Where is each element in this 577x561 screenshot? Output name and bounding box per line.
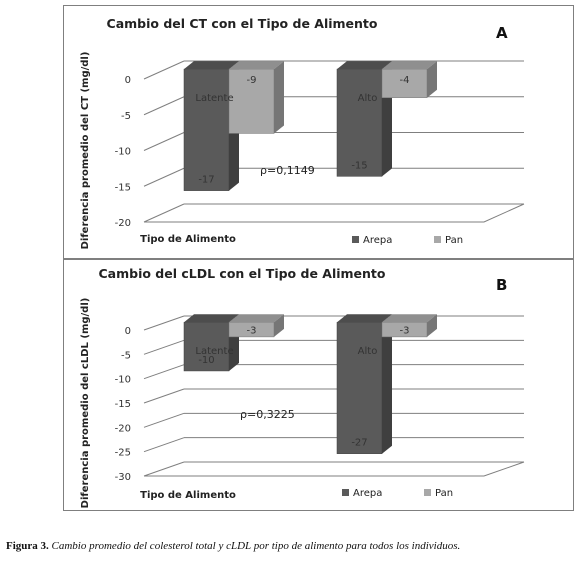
caption-label: Figura 3. [6, 540, 49, 552]
bar-value-label-b-pan-0: -3 [247, 326, 257, 337]
grid-diagonal-b-6 [143, 461, 185, 477]
chart-title-a: Cambio del CT con el Tipo de Alimento [107, 16, 378, 31]
bar-value-label-b-arepa-1: -27 [351, 438, 367, 449]
y-axis-title-b: Diferencia promedio del cLDL (mg/dl) [80, 298, 91, 509]
category-label-b-1: Alto [358, 346, 378, 357]
bar-value-label-b-arepa-0: -10 [198, 355, 214, 366]
chart-panel-b: Cambio del cLDL con el Tipo de Alimento B… [63, 259, 574, 511]
category-label-a-1: Alto [358, 93, 378, 104]
panel-letter-a: A [496, 24, 508, 42]
bar-top-a-arepa-0 [184, 61, 239, 70]
y-tick-label-a-4: -20 [115, 218, 131, 229]
caption-text: Cambio promedio del colesterol total y c… [51, 540, 461, 552]
grid-diagonal-b-3 [143, 388, 185, 404]
floor-edge-a [144, 203, 525, 223]
chart-panel-a: Cambio del CT con el Tipo de Alimento A 0 -… [63, 5, 574, 259]
bar-b-arepa-0 [183, 322, 230, 372]
y-tick-label-b-3: -15 [115, 399, 131, 410]
bar-top-b-pan-0 [229, 314, 284, 323]
y-tick-label-a-2: -10 [115, 147, 131, 158]
bar-b-arepa-1 [336, 322, 383, 454]
bar-a-arepa-1 [336, 68, 383, 177]
bar-side-b-arepa-1 [382, 314, 392, 454]
bar-a-pan-0 [228, 68, 275, 134]
bar-side-a-pan-1 [427, 61, 437, 98]
bar-side-b-pan-1 [427, 314, 437, 337]
y-tick-label-b-2: -10 [115, 375, 131, 386]
legend-label-b-0: Arepa [353, 488, 382, 499]
bar-top-b-pan-1 [382, 314, 437, 323]
y-tick-label-b-6: -30 [115, 472, 131, 483]
bar-top-a-pan-0 [229, 61, 284, 70]
chart-title-b: Cambio del cLDL con el Tipo de Alimento [99, 266, 386, 281]
y-tick-label-a-1: -5 [121, 111, 131, 122]
legend-swatch-b-1 [424, 489, 431, 496]
y-tick-label-b-4: -20 [115, 423, 131, 434]
bar-value-label-b-pan-1: -3 [400, 326, 410, 337]
y-tick-label-b-0: 0 [125, 326, 131, 337]
bar-value-label-a-arepa-1: -15 [351, 160, 367, 171]
grid-diagonal-a-3 [143, 167, 185, 187]
legend-swatch-a-0 [352, 236, 359, 243]
legend-label-b-1: Pan [435, 488, 453, 499]
bar-top-b-arepa-1 [337, 314, 392, 323]
p-value-annotation-a: ρ=0,1149 [260, 164, 315, 177]
bar-value-label-a-pan-0: -9 [247, 75, 257, 86]
figure-caption: Figura 3. Cambio promedio del colesterol… [6, 540, 576, 552]
p-value-annotation-b: ρ=0,3225 [240, 408, 295, 421]
grid-diagonal-a-1 [143, 96, 185, 116]
legend-label-a-1: Pan [445, 235, 463, 246]
bar-top-a-arepa-1 [337, 61, 392, 70]
grid-diagonal-a-0 [143, 60, 185, 80]
bar-a-arepa-0 [183, 68, 230, 191]
y-tick-label-a-3: -15 [115, 182, 131, 193]
chart-a-svg: Cambio del CT con el Tipo de Alimento A 0 -… [80, 16, 525, 250]
bar-top-b-arepa-0 [184, 314, 239, 323]
y-tick-label-b-1: -5 [121, 350, 131, 361]
legend-swatch-b-0 [342, 489, 349, 496]
bar-value-label-a-arepa-0: -17 [198, 175, 214, 186]
bar-top-a-pan-1 [382, 61, 437, 70]
legend-label-a-0: Arepa [363, 235, 392, 246]
grid-diagonal-b-5 [143, 437, 185, 453]
chart-b-svg: Cambio del cLDL con el Tipo de Alimento B… [80, 266, 525, 509]
y-tick-label-a-0: 0 [125, 75, 131, 86]
grid-diagonal-a-2 [143, 132, 185, 151]
category-label-b-0: Latente [195, 346, 233, 357]
grid-diagonal-b-4 [143, 412, 185, 428]
y-axis-title-a: Diferencia promedio del CT (mg/dl) [80, 52, 91, 250]
grid-diagonal-b-2 [143, 364, 185, 380]
y-tick-label-b-5: -25 [115, 448, 131, 459]
grid-diagonal-b-1 [143, 339, 185, 355]
bar-value-label-a-pan-1: -4 [400, 75, 410, 86]
bar-side-b-pan-0 [274, 314, 284, 337]
grid-diagonal-a-4 [143, 203, 185, 223]
x-axis-title-a: Tipo de Alimento [140, 234, 236, 245]
grid-diagonal-b-0 [143, 315, 185, 331]
bar-a-pan-1 [381, 68, 428, 98]
bar-side-a-pan-0 [274, 61, 284, 134]
category-label-a-0: Latente [195, 93, 233, 104]
x-axis-title-b: Tipo de Alimento [140, 490, 236, 501]
floor-edge-b [144, 461, 525, 477]
panel-letter-b: B [496, 276, 507, 294]
legend-swatch-a-1 [434, 236, 441, 243]
